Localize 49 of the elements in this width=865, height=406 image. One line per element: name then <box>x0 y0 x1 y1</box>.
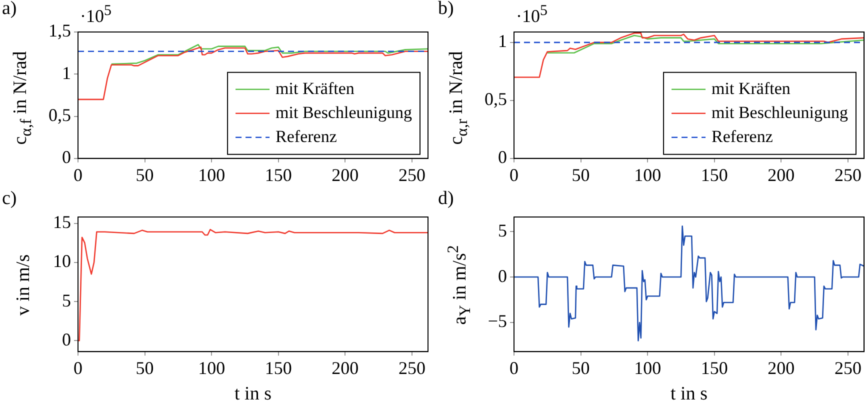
y-tick-label: 15 <box>53 212 71 232</box>
text: ·10$^{5}$ <box>516 2 548 27</box>
x-tick-label: 100 <box>198 164 226 185</box>
y-tick-label: 0 <box>498 266 507 286</box>
legend-label: mit Kräften <box>712 78 791 98</box>
x-tick-label: 50 <box>136 358 154 378</box>
x-tick-label: 150 <box>700 164 728 185</box>
x-axis-title: t in s <box>670 384 708 405</box>
x-tick-label: 150 <box>264 164 292 185</box>
chart-title: d) <box>438 188 454 210</box>
y-tick-label: 0 <box>498 147 507 168</box>
x-tick-label: 200 <box>332 358 359 378</box>
x-tick-label: 50 <box>572 164 590 185</box>
x-tick-label: 250 <box>834 358 862 378</box>
y-tick-label: 1 <box>498 31 507 52</box>
x-tick-label: 250 <box>834 164 862 185</box>
y-axis-title: v in m/s <box>13 254 35 316</box>
x-tick-label: 250 <box>398 164 426 185</box>
x-axis-title: t in s <box>234 384 272 405</box>
x-tick-label: 100 <box>634 358 662 378</box>
y-tick-label: 0,5 <box>484 89 507 110</box>
legend-label: Referenz <box>276 126 338 146</box>
x-tick-label: 100 <box>198 358 226 378</box>
y-tick-label: 0 <box>62 329 71 350</box>
y-tick-label: −5 <box>488 311 507 332</box>
legend-label: mit Kräften <box>276 78 355 98</box>
x-tick-label: 50 <box>572 358 590 378</box>
y-tick-label: 0 <box>62 147 71 168</box>
y-tick-label: 1,5 <box>48 20 71 41</box>
text: ·10$^{5}$ <box>80 2 112 27</box>
x-tick-label: 200 <box>768 358 795 378</box>
x-tick-label: 150 <box>264 358 292 378</box>
x-tick-label: 200 <box>332 164 359 185</box>
y-tick-label: 1 <box>62 62 71 83</box>
x-tick-label: 200 <box>768 164 795 185</box>
legend-label: mit Beschleunigung <box>276 102 412 122</box>
chart-title: a) <box>2 0 17 20</box>
legend-label: Referenz <box>712 126 774 146</box>
legend-label: mit Beschleunigung <box>712 102 848 122</box>
y-tick-label: 5 <box>498 220 507 240</box>
chart-title: b) <box>438 0 454 20</box>
x-tick-label: 100 <box>634 164 662 185</box>
y-tick-label: 5 <box>62 290 71 310</box>
x-tick-label: 50 <box>136 164 154 185</box>
x-tick-label: 150 <box>700 358 728 378</box>
y-tick-label: 0,5 <box>48 105 71 125</box>
chart-title: c) <box>2 188 17 210</box>
x-tick-label: 250 <box>398 358 426 378</box>
y-tick-label: 10 <box>53 251 71 272</box>
